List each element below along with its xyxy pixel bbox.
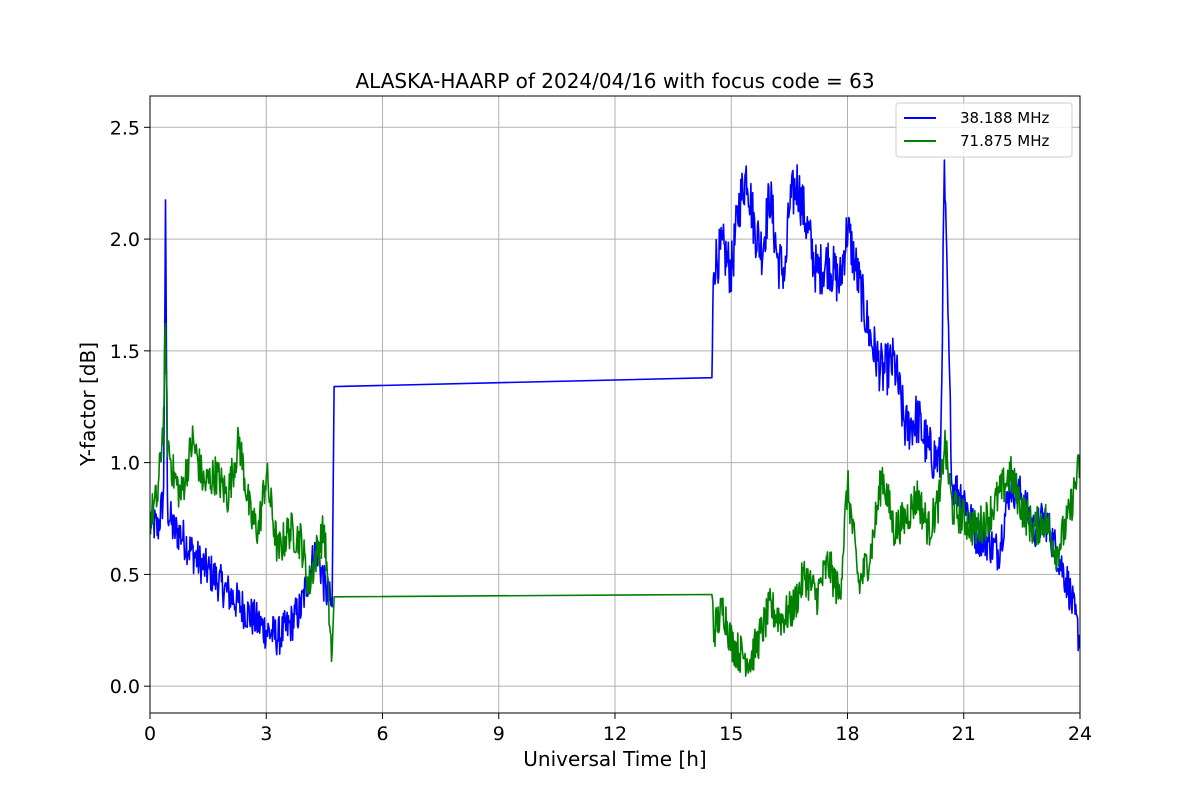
y-tick-label: 2.5 — [110, 117, 140, 139]
x-tick-label: 6 — [376, 723, 388, 745]
y-tick-label: 0.0 — [110, 676, 140, 698]
y-axis-label: Y-factor [dB] — [76, 342, 100, 467]
y-tick-label: 0.5 — [110, 564, 140, 586]
x-tick-label: 15 — [719, 723, 743, 745]
series-line-1 — [150, 322, 1080, 677]
series-line-0 — [150, 159, 1080, 656]
legend: 38.188 MHz 71.875 MHz — [895, 102, 1073, 158]
x-axis-label: Universal Time [h] — [523, 747, 706, 771]
x-tick-label: 3 — [260, 723, 272, 745]
chart-title: ALASKA-HAARP of 2024/04/16 with focus co… — [355, 69, 874, 93]
x-tick-label: 18 — [835, 723, 859, 745]
y-tick-label: 1.0 — [110, 453, 140, 475]
axis-ticks: 0 3 6 9 12 15 18 21 24 0.0 0.5 1.0 1.5 2.0 2.5 — [110, 117, 1092, 745]
x-tick-label: 9 — [493, 723, 505, 745]
plot-area — [150, 159, 1080, 677]
x-tick-label: 24 — [1068, 723, 1092, 745]
legend-box — [895, 102, 1073, 158]
x-tick-label: 21 — [952, 723, 976, 745]
legend-label-38188: 38.188 MHz — [960, 109, 1049, 127]
x-tick-label: 12 — [603, 723, 627, 745]
x-tick-label: 0 — [144, 723, 156, 745]
legend-label-71875: 71.875 MHz — [960, 132, 1049, 150]
y-tick-label: 2.0 — [110, 229, 140, 251]
y-tick-label: 1.5 — [110, 341, 140, 363]
